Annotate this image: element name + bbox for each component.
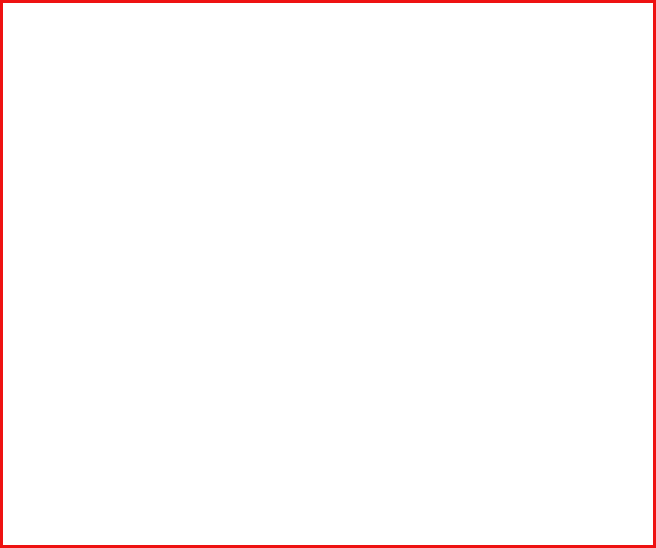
- stock-chart-page: [0, 0, 656, 548]
- chart-canvas: [0, 0, 656, 548]
